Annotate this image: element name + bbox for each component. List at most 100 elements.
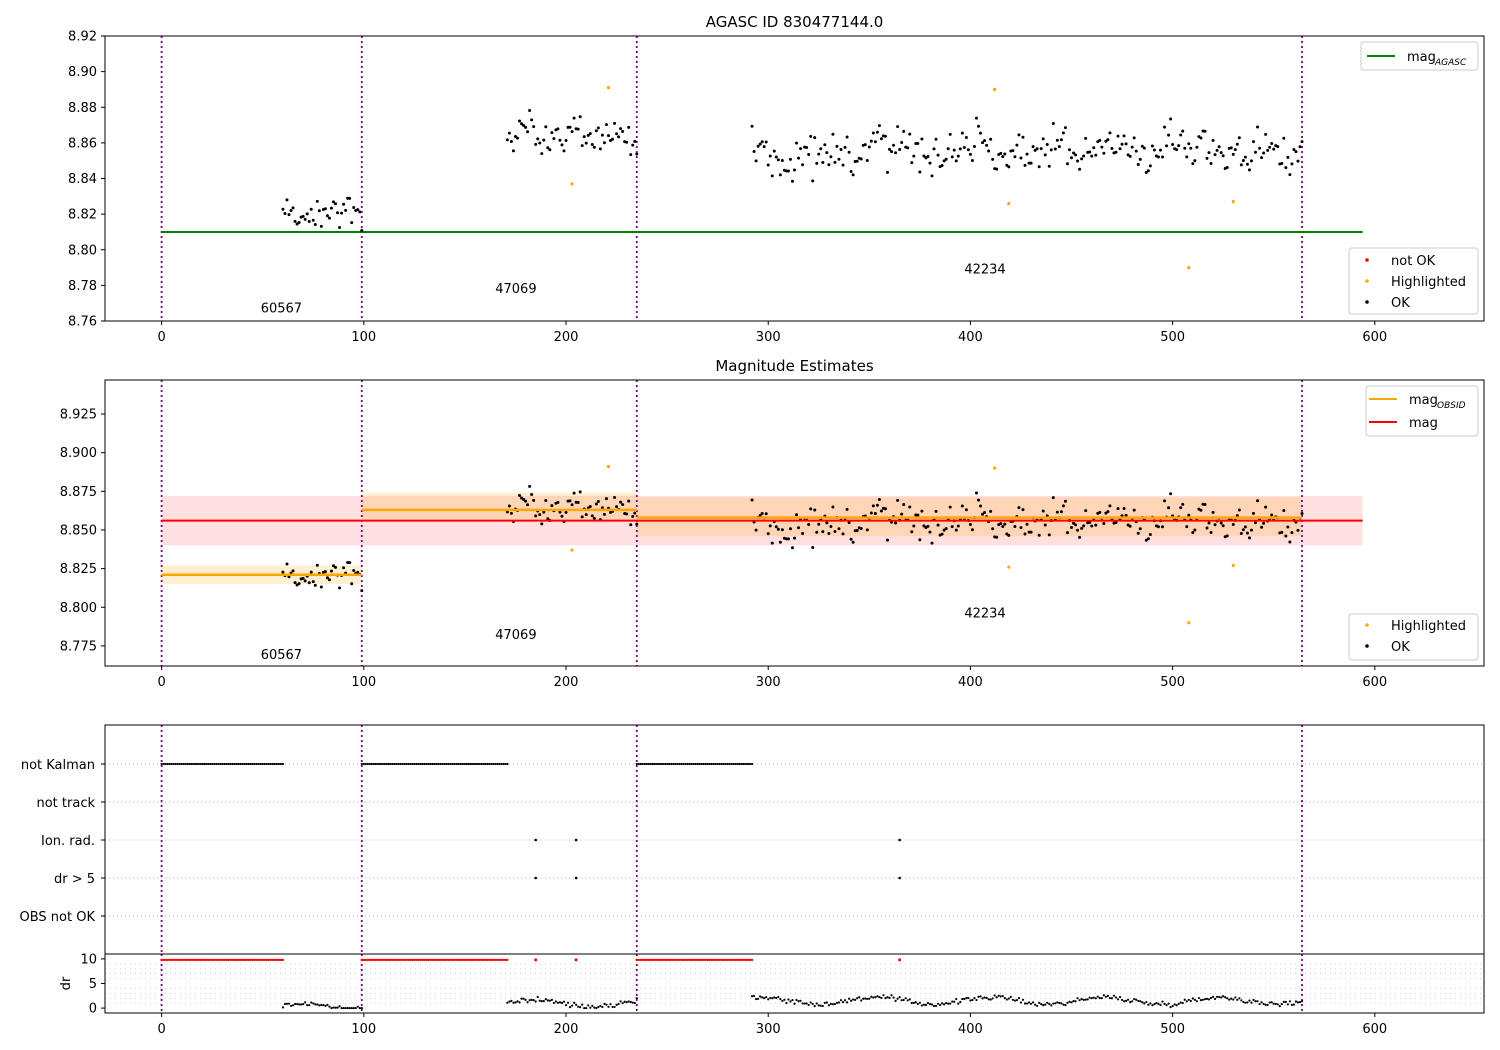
dr-point xyxy=(833,1002,837,1006)
ok-point xyxy=(323,570,327,574)
ok-point xyxy=(1146,537,1150,541)
dr-point xyxy=(1090,997,1093,1000)
dr-high-point xyxy=(208,958,212,962)
ok-point xyxy=(948,505,952,509)
flag-point xyxy=(445,762,448,766)
dr-point xyxy=(870,995,873,998)
ok-point xyxy=(576,127,580,131)
ok-point xyxy=(1003,522,1007,526)
ok-point xyxy=(833,160,837,164)
flag-point xyxy=(409,762,412,766)
ok-point xyxy=(875,130,879,134)
dr-high-point xyxy=(473,958,477,962)
dr-point xyxy=(520,997,523,1000)
ok-point xyxy=(604,497,608,501)
dr-point xyxy=(1102,994,1105,997)
ok-point xyxy=(972,144,976,148)
y-tick-label: 8.850 xyxy=(60,523,97,538)
flag-point xyxy=(490,762,493,766)
dr-point xyxy=(1062,1003,1065,1006)
ok-point xyxy=(1102,151,1106,155)
dr-high-point xyxy=(415,958,418,962)
ok-point xyxy=(793,168,796,172)
flag-point xyxy=(706,762,709,766)
ok-point xyxy=(1209,530,1213,534)
ok-point xyxy=(1245,162,1249,166)
obsid-label: 47069 xyxy=(495,282,536,297)
dr-point xyxy=(997,994,1000,997)
flag-point xyxy=(500,762,503,766)
dr-high-point xyxy=(386,958,390,962)
dr-point xyxy=(1159,1003,1162,1006)
ok-point xyxy=(910,161,914,165)
dr-high-point xyxy=(427,958,430,962)
dr-high-point xyxy=(245,958,248,962)
dr-high-point xyxy=(261,958,264,962)
ok-point xyxy=(928,161,932,165)
flag-point xyxy=(645,762,648,766)
ok-point xyxy=(1258,146,1262,150)
legend-points xyxy=(1348,613,1479,661)
ok-point xyxy=(546,146,550,150)
ok-point xyxy=(352,569,356,573)
ok-point xyxy=(633,139,637,143)
ok-point xyxy=(892,143,896,147)
flag-point xyxy=(372,762,376,766)
ok-point xyxy=(520,122,524,126)
dr-point xyxy=(1096,995,1099,998)
ok-point xyxy=(511,149,515,153)
dr-point xyxy=(595,1006,598,1010)
dr-point xyxy=(599,1004,602,1008)
ok-point xyxy=(552,137,556,141)
dr-point xyxy=(843,999,847,1002)
dr-point xyxy=(1258,1002,1261,1006)
highlighted-point xyxy=(1187,265,1191,270)
dr-point xyxy=(795,998,798,1002)
ok-point xyxy=(1276,145,1280,149)
flag-point xyxy=(720,762,723,766)
x-tick-label: 0 xyxy=(157,330,165,345)
dr-point xyxy=(987,998,990,1001)
ok-point xyxy=(940,532,944,536)
ok-point xyxy=(570,130,574,134)
ok-point xyxy=(507,504,511,508)
dr-point xyxy=(340,1006,343,1010)
ok-point xyxy=(926,524,930,528)
ok-point xyxy=(754,159,758,163)
ok-point xyxy=(313,583,317,587)
dr-point xyxy=(1246,1001,1249,1004)
dr-high-point xyxy=(736,958,740,962)
dr-point xyxy=(793,1002,796,1005)
ok-point xyxy=(534,142,538,146)
dr-point xyxy=(1187,998,1190,1001)
dr-high-point xyxy=(273,958,277,962)
dr-point xyxy=(827,1004,830,1007)
dr-point xyxy=(773,996,776,999)
dr-high-point xyxy=(710,958,713,962)
dr-point xyxy=(852,998,855,1001)
dr-point xyxy=(1025,1002,1029,1005)
flag-point xyxy=(726,762,729,766)
dr-panel: 0 100 200 300 400 500 600 0 5 10 dr xyxy=(59,952,1485,1037)
dr-high-point xyxy=(370,958,374,962)
ok-point xyxy=(615,505,619,509)
flag-point xyxy=(477,762,481,766)
ok-point xyxy=(817,152,821,156)
ok-point xyxy=(1199,136,1203,140)
dr-point xyxy=(1262,1002,1265,1006)
ok-point xyxy=(1211,510,1215,514)
dr-point xyxy=(1137,999,1140,1003)
ok-point xyxy=(1005,163,1009,167)
dr-high-point xyxy=(174,958,177,962)
ok-point xyxy=(289,208,293,212)
ok-point xyxy=(900,140,904,144)
dr-high-point xyxy=(479,958,483,962)
ok-point xyxy=(1055,138,1059,142)
dr-point xyxy=(979,995,982,998)
ok-point xyxy=(1152,148,1156,152)
ok-point xyxy=(829,524,833,528)
dr-high-point xyxy=(659,958,663,962)
ok-point xyxy=(303,217,307,221)
dr-point xyxy=(815,1002,818,1005)
ok-point xyxy=(1029,161,1033,165)
